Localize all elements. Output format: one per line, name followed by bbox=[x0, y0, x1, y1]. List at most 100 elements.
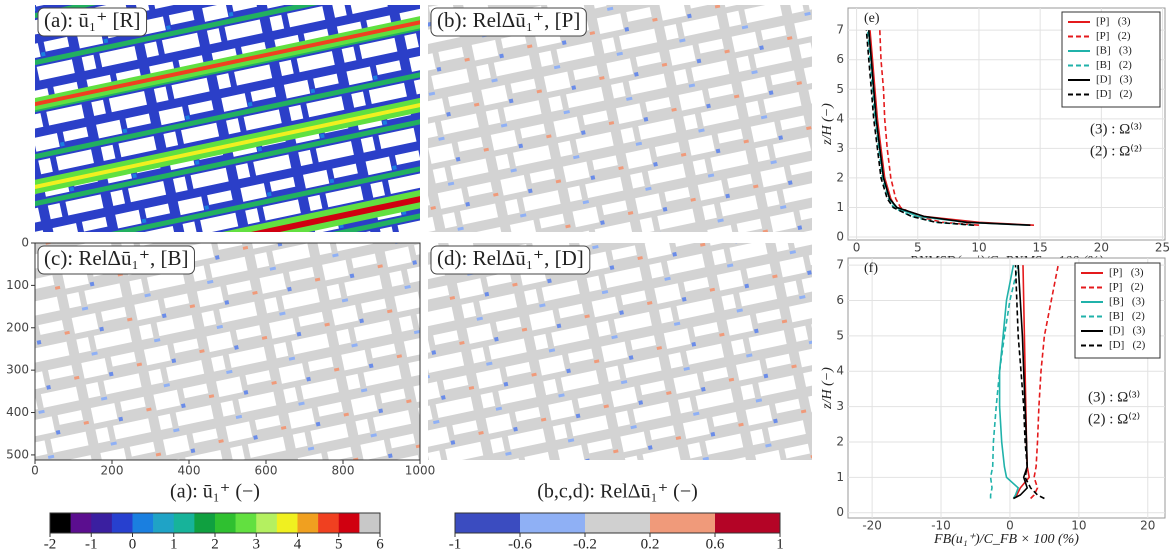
maps bbox=[34, 5, 812, 461]
colorbar-tick-label: 6 bbox=[376, 536, 384, 552]
panel-label: (a): ū₁⁺ [R] bbox=[37, 7, 148, 37]
x-tick-label: 10 bbox=[971, 241, 986, 255]
y-tick-label: 1 bbox=[836, 470, 844, 484]
colorbar-tick-label: -0.2 bbox=[573, 536, 597, 552]
profile-line bbox=[998, 264, 1020, 499]
colorbar-tick-label: 2 bbox=[211, 536, 219, 552]
y-axis-label: z/H (−) bbox=[820, 103, 835, 146]
y-tick-label: 2 bbox=[836, 434, 844, 448]
colorbar-segment bbox=[153, 513, 175, 533]
y-tick-label: 4 bbox=[836, 111, 844, 125]
y-tick-label: 4 bbox=[836, 364, 844, 378]
x-tick-label: 0 bbox=[853, 241, 861, 255]
annotation: (2) : Ω⁽²⁾ bbox=[1090, 143, 1142, 159]
y-tick-label: 5 bbox=[836, 82, 844, 96]
panel-label-box bbox=[37, 7, 148, 37]
colorbar-tick-label: 5 bbox=[335, 536, 343, 552]
y-tick-label: 200 bbox=[6, 320, 29, 334]
panel-label: (d): RelΔū₁⁺, [D] bbox=[430, 245, 591, 275]
profile-line bbox=[865, 30, 975, 226]
x-tick-label: 200 bbox=[101, 464, 124, 478]
panel-label: (b): RelΔū₁⁺, [P] bbox=[430, 7, 587, 37]
colorbar-tick-label: 0.2 bbox=[641, 536, 660, 552]
y-tick-label: 3 bbox=[836, 399, 844, 413]
colorbar-segment bbox=[215, 513, 236, 533]
colorbar-segment bbox=[70, 513, 92, 533]
x-axis-label: FB(u₁⁺)/C_FB × 100 (%) bbox=[933, 532, 1079, 547]
y-tick-label: 1 bbox=[836, 200, 844, 214]
legend-label: [D] (3) bbox=[1096, 74, 1133, 86]
colorbar-segment bbox=[520, 513, 586, 533]
panel-label-text: (d): RelΔū₁⁺, [D] bbox=[437, 246, 584, 270]
panel-label: (f) bbox=[864, 261, 878, 276]
colorbar-segment bbox=[50, 513, 71, 533]
annotation: (2) : Ω⁽²⁾ bbox=[1088, 411, 1140, 427]
y-tick-label: 0 bbox=[836, 505, 844, 519]
x-tick-label: 15 bbox=[1033, 241, 1048, 255]
colorbar-segment bbox=[235, 513, 257, 533]
legend-box bbox=[1074, 262, 1161, 359]
panel-label: (e) bbox=[864, 11, 880, 26]
map-c-frame bbox=[34, 242, 421, 461]
x-tick-label: 400 bbox=[178, 464, 201, 478]
panel-label-text: (a): ū₁⁺ [R] bbox=[44, 8, 141, 32]
y-axis-label: z/H (−) bbox=[820, 367, 835, 410]
colorbar-segment bbox=[338, 513, 360, 533]
colorbar-segment bbox=[132, 513, 154, 533]
colorbar-segment bbox=[715, 513, 781, 533]
y-tick-label: 6 bbox=[836, 293, 844, 307]
legend-label: [D] (2) bbox=[1109, 339, 1146, 351]
x-tick-label: -20 bbox=[862, 519, 882, 533]
x-tick-label: 600 bbox=[255, 464, 278, 478]
panel-label: (c): RelΔū₁⁺, [B] bbox=[37, 245, 195, 275]
y-tick-label: 5 bbox=[836, 328, 844, 342]
profile-line bbox=[989, 264, 1019, 499]
profile-line bbox=[1013, 265, 1029, 500]
panel-label-box bbox=[37, 245, 195, 275]
colorbar-segment bbox=[276, 513, 298, 533]
colorbar-title: (a): ū₁⁺ (−) bbox=[170, 481, 260, 503]
legend-label: [P] (3) bbox=[1096, 16, 1131, 28]
colorbar-tick-label: -2 bbox=[44, 536, 57, 552]
colorbar-frame bbox=[454, 512, 781, 534]
legend-box bbox=[1061, 11, 1161, 108]
colorbar-tick-label: 4 bbox=[294, 536, 302, 552]
colorbar-segment bbox=[585, 513, 651, 533]
y-tick-label: 300 bbox=[6, 363, 29, 377]
colorbar-segment bbox=[455, 513, 521, 533]
legend-label: [B] (3) bbox=[1096, 45, 1132, 57]
legend-label: [P] (2) bbox=[1109, 281, 1144, 293]
y-tick-label: 500 bbox=[6, 447, 29, 461]
y-tick-label: 0 bbox=[836, 230, 844, 244]
annotation: (3) : Ω⁽³⁾ bbox=[1090, 121, 1142, 137]
colorbar-segment bbox=[173, 513, 195, 533]
profile-line bbox=[879, 30, 980, 226]
colorbar-tick-label: 0 bbox=[129, 536, 137, 552]
y-tick-label: 3 bbox=[836, 141, 844, 155]
profile-line bbox=[1014, 265, 1045, 500]
legend-label: [B] (3) bbox=[1109, 296, 1145, 308]
colorbar-segment bbox=[91, 513, 113, 533]
panel-label-text: (b): RelΔū₁⁺, [P] bbox=[437, 8, 580, 32]
colorbar-tick-label: -0.6 bbox=[508, 536, 532, 552]
annotation: (3) : Ω⁽³⁾ bbox=[1088, 389, 1140, 405]
legend-label: [D] (2) bbox=[1096, 88, 1133, 100]
x-tick-label: 800 bbox=[332, 464, 355, 478]
colorbar-tick-label: 1 bbox=[776, 536, 784, 552]
x-tick-label: 10 bbox=[1071, 519, 1086, 533]
y-tick-label: 100 bbox=[6, 278, 29, 292]
profile-line bbox=[868, 30, 1031, 226]
map-b bbox=[428, 5, 812, 232]
panel-label-box bbox=[430, 7, 587, 37]
legend-label: [B] (2) bbox=[1096, 59, 1132, 71]
legend-label: [D] (3) bbox=[1109, 325, 1146, 337]
x-tick-label: 5 bbox=[914, 241, 922, 255]
colorbar-segment bbox=[359, 513, 381, 533]
colorbar-tick-label: -1 bbox=[449, 536, 462, 552]
panel-label-box bbox=[430, 245, 591, 275]
colorbar-title: (b,c,d): RelΔū₁⁺ (−) bbox=[537, 481, 698, 503]
colorbar-segment bbox=[256, 513, 278, 533]
legend-label: [P] (2) bbox=[1096, 30, 1131, 42]
colorbar-tick-label: 3 bbox=[253, 536, 261, 552]
colorbar-segment bbox=[318, 513, 340, 533]
